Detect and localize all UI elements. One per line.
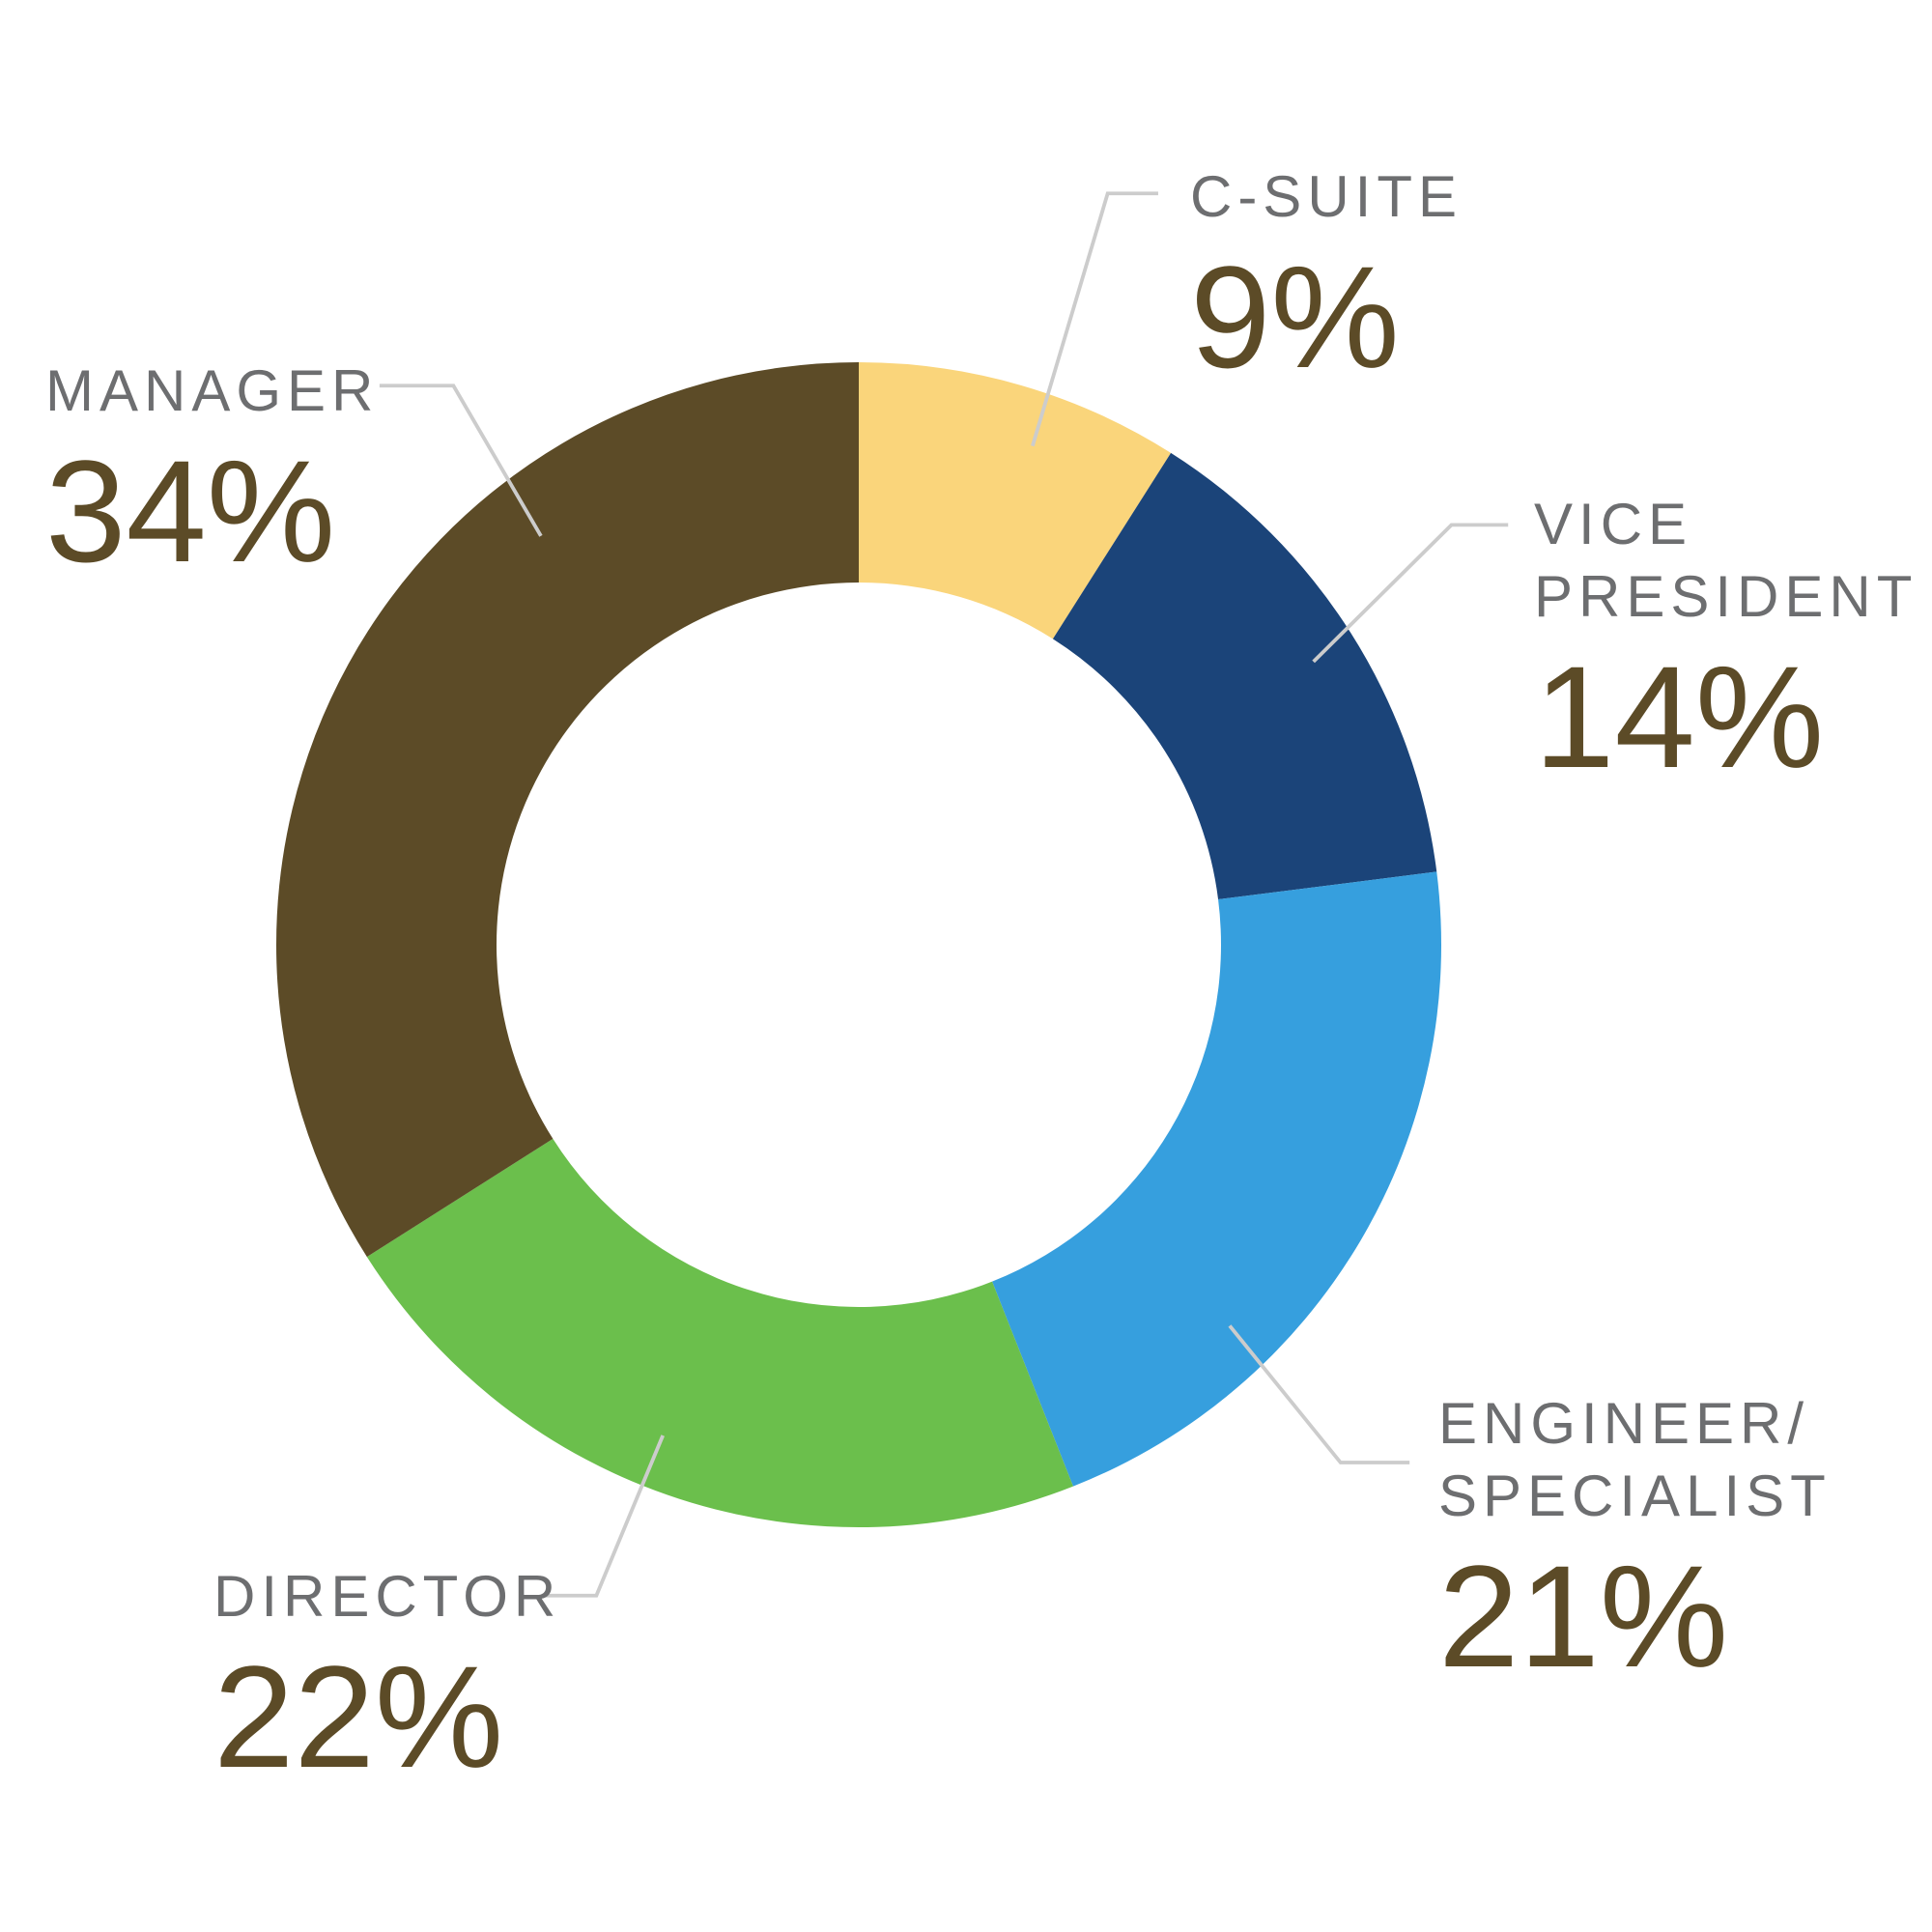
value-label: 21%	[1438, 1535, 1729, 1697]
leader-lines	[379, 191, 1509, 1598]
slice-label: MANAGER 34%	[45, 355, 379, 583]
category-label: C-SUITE	[1190, 164, 1463, 229]
leader-line	[546, 1435, 665, 1598]
donut-slice	[275, 362, 859, 1258]
leader-line	[1031, 191, 1158, 447]
value-label: 34%	[45, 430, 336, 592]
value-label: 22%	[213, 1635, 504, 1798]
category-label: DIRECTOR	[213, 1564, 562, 1629]
value-label: 9%	[1190, 236, 1400, 398]
category-label: ENGINEER/ SPECIALIST	[1438, 1391, 1832, 1528]
donut	[275, 362, 1441, 1527]
leader-line	[1228, 1324, 1410, 1464]
donut-slice	[366, 1138, 1073, 1527]
slice-label: DIRECTOR 22%	[213, 1560, 561, 1789]
slice-label: C-SUITE 9%	[1190, 160, 1463, 389]
slice-label: ENGINEER/ SPECIALIST 21%	[1438, 1387, 1832, 1689]
value-label: 14%	[1534, 636, 1825, 798]
leader-line	[379, 384, 543, 537]
slice-label: VICE PRESIDENT 14%	[1534, 488, 1918, 789]
category-label: MANAGER	[45, 358, 380, 423]
leader-line	[1312, 523, 1509, 664]
category-label: VICE PRESIDENT	[1534, 492, 1918, 629]
donut-slice	[992, 871, 1441, 1487]
donut-slice	[859, 362, 1172, 639]
donut-slice	[1052, 452, 1437, 900]
